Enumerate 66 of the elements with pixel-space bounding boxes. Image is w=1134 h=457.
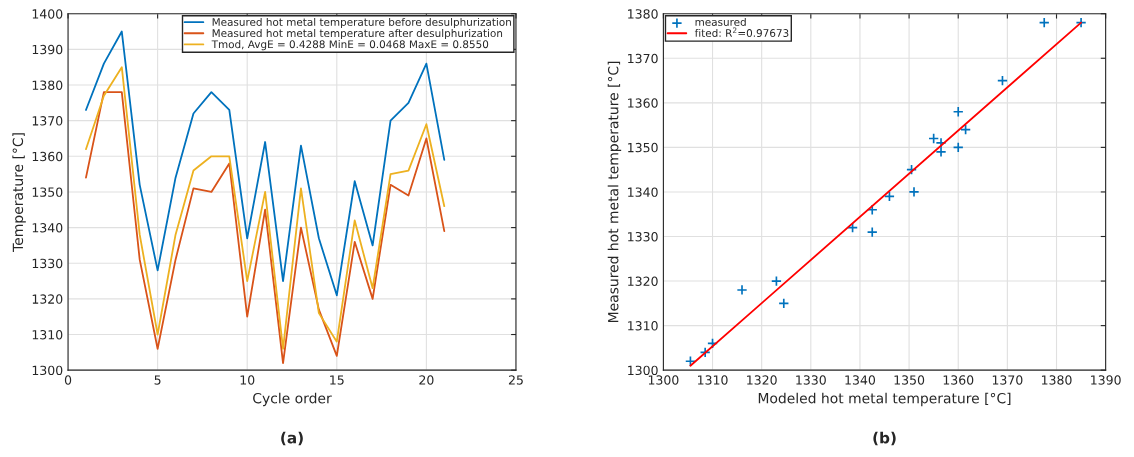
x-tick-label: 0 xyxy=(64,375,72,385)
x-tick-label: 15 xyxy=(330,375,344,385)
point xyxy=(778,297,790,309)
y-tick-label: 1340 xyxy=(628,187,658,197)
y-tick-label: 1300 xyxy=(32,365,63,376)
point xyxy=(1075,17,1087,29)
x-tick-label: 1320 xyxy=(747,375,777,385)
y-tick-label: 1320 xyxy=(32,294,63,304)
legend-label: Measured hot metal temperature before desulphurization xyxy=(212,17,511,28)
point xyxy=(960,124,972,136)
y-tick-label: 1370 xyxy=(628,53,658,64)
x-tick-label: 1390 xyxy=(1091,375,1121,385)
x-tick-label: 1300 xyxy=(648,375,679,385)
y-tick-label: 1380 xyxy=(628,9,658,19)
x-tick-label: 25 xyxy=(508,375,523,385)
y-tick-label: 1310 xyxy=(628,321,658,331)
x-tick-label: 1350 xyxy=(894,375,925,385)
point xyxy=(1038,17,1050,29)
x-axis-title: Modeled hot metal temperature [°C] xyxy=(758,392,1011,407)
point xyxy=(935,137,947,149)
x-axis-title: Cycle order xyxy=(253,392,332,407)
x-tick-label: 1370 xyxy=(992,375,1023,385)
point xyxy=(684,355,696,367)
y-tick-label: 1400 xyxy=(32,9,63,19)
point xyxy=(883,190,895,202)
y-tick-label: 1370 xyxy=(32,116,63,126)
x-tick-label: 1360 xyxy=(943,375,974,385)
x-tick-label: 20 xyxy=(419,375,434,385)
x-tick-label: 10 xyxy=(240,375,255,385)
legend-label: Measured hot metal temperature after desulphurization xyxy=(212,29,503,40)
point xyxy=(996,75,1008,87)
legend-label: Tmod, AvgE = 0.4288 MinE = 0.0468 MaxE = 0.8550 xyxy=(211,40,489,51)
x-tick-label: 5 xyxy=(154,375,161,385)
y-tick-label: 1300 xyxy=(628,365,658,376)
legend-label: measured xyxy=(695,17,746,26)
point xyxy=(908,186,920,198)
point xyxy=(935,146,947,158)
y-tick-label: 1330 xyxy=(628,231,658,242)
y-tick-label: 1350 xyxy=(628,142,658,153)
point xyxy=(952,141,964,153)
text: (a) xyxy=(281,431,303,446)
point xyxy=(699,346,711,358)
point xyxy=(866,226,878,238)
y-tick-label: 1380 xyxy=(32,80,63,90)
point xyxy=(906,164,918,176)
point xyxy=(866,204,878,216)
point xyxy=(952,106,964,118)
y-tick-label: 1360 xyxy=(628,98,658,108)
y-tick-label: 1340 xyxy=(32,223,63,233)
point xyxy=(928,132,940,144)
x-tick-label: 1340 xyxy=(845,375,876,385)
x-tick-label: 1310 xyxy=(698,375,728,385)
x-tick-label: 1330 xyxy=(796,375,826,385)
y-tick-label: 1320 xyxy=(628,276,658,286)
legend-label: fited: R$^{2}$=0.97673 xyxy=(694,27,789,37)
text: (b) xyxy=(873,431,896,446)
y-tick-label: 1390 xyxy=(32,44,63,55)
y-tick-label: 1310 xyxy=(32,330,63,340)
y-tick-label: 1350 xyxy=(32,187,63,197)
point xyxy=(736,284,748,296)
y-tick-label: 1330 xyxy=(32,258,63,269)
point xyxy=(770,275,782,287)
y-axis-title: Temperature [°C] xyxy=(12,133,26,252)
x-tick-label: 1380 xyxy=(1041,375,1072,385)
y-axis-title: Measured hot metal temperature [°C] xyxy=(607,61,622,323)
y-tick-label: 1360 xyxy=(32,151,63,162)
